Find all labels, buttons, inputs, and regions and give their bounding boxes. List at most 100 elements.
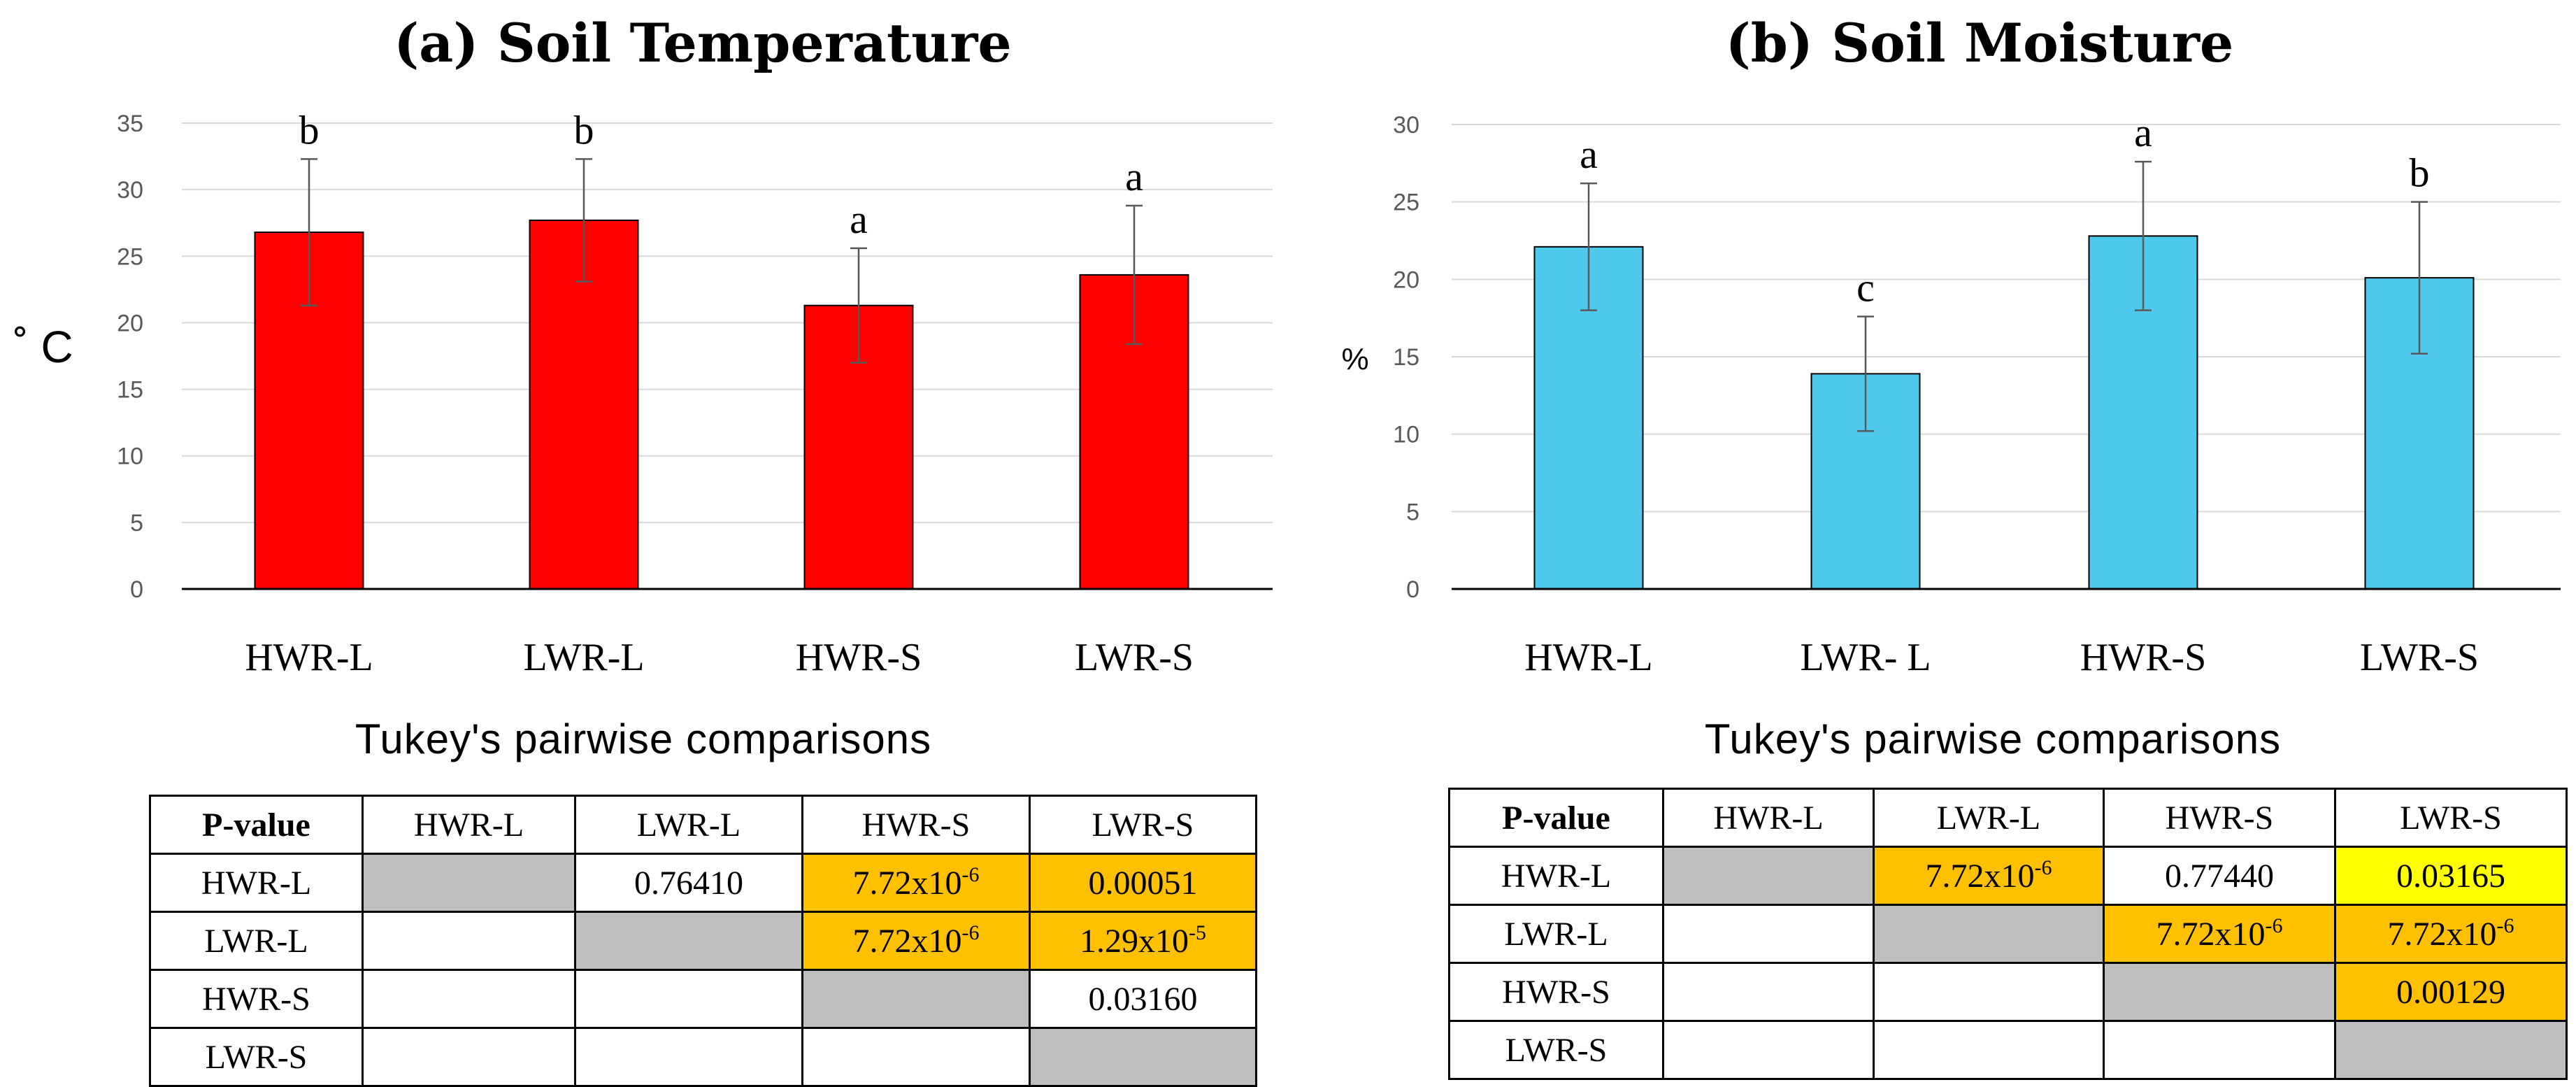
x-tick-label: LWR- L bbox=[1800, 636, 1931, 679]
diagonal-cell bbox=[362, 853, 576, 913]
diagonal-cell bbox=[2103, 962, 2336, 1022]
significance-letters: b b a a bbox=[299, 107, 1143, 241]
x-axis-categories: HWR-L LWR- L HWR-S LWR-S bbox=[1524, 636, 2479, 679]
p-value-cell: 0.03160 bbox=[1029, 969, 1257, 1029]
x-tick-label: HWR-S bbox=[2080, 636, 2206, 679]
p-value-cell: 0.00129 bbox=[2334, 962, 2568, 1022]
tukey-title-b: Tukey's pairwise comparisons bbox=[1704, 716, 2282, 762]
table-row: HWR-L 0.76410 7.72x10-6 0.00051 bbox=[149, 853, 1257, 913]
p-value-cell: 0.76410 bbox=[574, 853, 803, 913]
table-row: LWR-L 7.72x10-6 7.72x10-6 bbox=[1448, 904, 2568, 964]
table-column-header: LWR-S bbox=[2334, 788, 2568, 848]
diagonal-cell bbox=[2334, 1020, 2568, 1080]
tukey-table-b: P-value HWR-L LWR-L HWR-S LWR-S HWR-L 7.72x10… bbox=[1448, 788, 2568, 1080]
table-row: HWR-L 7.72x10-6 0.77440 0.03165 bbox=[1448, 846, 2568, 906]
y-tick-label: 25 bbox=[117, 243, 143, 270]
p-value-cell bbox=[362, 969, 576, 1029]
p-value-cell bbox=[362, 1027, 576, 1087]
error-bar bbox=[1126, 204, 1143, 346]
y-axis-label: ˚ C bbox=[13, 322, 73, 372]
x-tick-label: HWR-S bbox=[796, 636, 922, 679]
table-column-header: HWR-S bbox=[2103, 788, 2336, 848]
significance-letter: a bbox=[2134, 110, 2152, 155]
p-value-cell: 0.00051 bbox=[1029, 853, 1257, 913]
y-tick-label: 15 bbox=[117, 377, 143, 404]
table-header-row: P-value HWR-L LWR-L HWR-S LWR-S bbox=[149, 795, 1257, 855]
table-row: HWR-S 0.03160 bbox=[149, 969, 1257, 1029]
y-axis-ticks: 0 5 10 15 20 25 30 bbox=[1393, 112, 1419, 603]
y-tick-label: 25 bbox=[1393, 190, 1419, 216]
p-value-cell bbox=[1873, 1020, 2105, 1080]
y-axis-ticks: 0 5 10 15 20 25 30 35 bbox=[117, 111, 143, 603]
y-tick-label: 5 bbox=[1406, 499, 1419, 525]
y-tick-label: 30 bbox=[1393, 112, 1419, 138]
p-value-cell: 0.77440 bbox=[2103, 846, 2336, 906]
p-value-cell bbox=[1662, 1020, 1875, 1080]
table-corner-header: P-value bbox=[149, 795, 364, 855]
significance-letter: a bbox=[850, 197, 868, 242]
p-value-cell bbox=[801, 1027, 1031, 1087]
row-label: LWR-S bbox=[149, 1027, 364, 1087]
significance-letter: b bbox=[299, 107, 320, 152]
x-tick-label: HWR-L bbox=[245, 636, 373, 679]
p-value-cell: 0.03165 bbox=[2334, 846, 2568, 906]
table-column-header: LWR-L bbox=[1873, 788, 2105, 848]
row-label: HWR-L bbox=[149, 853, 364, 913]
y-tick-label: 20 bbox=[117, 310, 143, 336]
chart-title: (a) Soil Temperature bbox=[394, 12, 1012, 74]
bars bbox=[1533, 235, 2475, 590]
significance-letter: c bbox=[1856, 264, 1875, 310]
table-column-header: HWR-L bbox=[362, 795, 576, 855]
table-column-header: LWR-S bbox=[1029, 795, 1257, 855]
p-value-cell bbox=[574, 969, 803, 1029]
bars bbox=[254, 219, 1189, 590]
row-label: LWR-S bbox=[1448, 1020, 1664, 1080]
y-tick-label: 10 bbox=[117, 443, 143, 470]
y-tick-label: 20 bbox=[1393, 267, 1419, 293]
significance-letter: b bbox=[2410, 150, 2430, 196]
error-bar bbox=[2411, 201, 2428, 355]
diagonal-cell bbox=[1029, 1027, 1257, 1087]
y-tick-label: 0 bbox=[1406, 576, 1419, 603]
table-column-header: LWR-L bbox=[574, 795, 803, 855]
p-value-cell: 1.29x10-5 bbox=[1029, 911, 1257, 971]
error-bar bbox=[301, 158, 317, 306]
p-value-cell bbox=[1873, 962, 2105, 1022]
significance-letter: a bbox=[1125, 154, 1143, 199]
table-column-header: HWR-L bbox=[1662, 788, 1875, 848]
y-tick-label: 15 bbox=[1393, 344, 1419, 371]
diagonal-cell bbox=[801, 969, 1031, 1029]
table-corner-header: P-value bbox=[1448, 788, 1664, 848]
row-label: HWR-S bbox=[149, 969, 364, 1029]
significance-letter: a bbox=[1580, 132, 1598, 177]
y-tick-label: 30 bbox=[117, 177, 143, 204]
error-bar bbox=[850, 247, 867, 364]
tukey-table-a: P-value HWR-L LWR-L HWR-S LWR-S HWR-L 0.76410… bbox=[149, 795, 1257, 1087]
chart-soil-moisture: (b) Soil Moisture 0 5 10 15 20 25 30 % a c a b HW… bbox=[1341, 12, 2561, 679]
error-bars bbox=[301, 158, 1143, 364]
tukey-title-a: Tukey's pairwise comparisons bbox=[355, 716, 932, 762]
row-label: HWR-L bbox=[1448, 846, 1664, 906]
p-value-cell: 7.72x10-6 bbox=[2103, 904, 2336, 964]
row-label: LWR-L bbox=[1448, 904, 1664, 964]
table-row: HWR-S 0.00129 bbox=[1448, 962, 2568, 1022]
diagonal-cell bbox=[574, 911, 803, 971]
diagonal-cell bbox=[1662, 846, 1875, 906]
p-value-cell: 7.72x10-6 bbox=[801, 853, 1031, 913]
y-tick-label: 35 bbox=[117, 111, 143, 137]
table-row: LWR-S bbox=[1448, 1020, 2568, 1080]
table-column-header: HWR-S bbox=[801, 795, 1031, 855]
table-row: LWR-L 7.72x10-6 1.29x10-5 bbox=[149, 911, 1257, 971]
error-bar bbox=[1857, 315, 1874, 432]
error-bar bbox=[575, 158, 592, 283]
table-row: LWR-S bbox=[149, 1027, 1257, 1087]
y-tick-label: 0 bbox=[130, 576, 143, 603]
x-tick-label: HWR-L bbox=[1524, 636, 1653, 679]
x-tick-label: LWR-L bbox=[523, 636, 644, 679]
error-bars bbox=[1580, 160, 2428, 432]
p-value-cell bbox=[362, 911, 576, 971]
row-label: HWR-S bbox=[1448, 962, 1664, 1022]
row-label: LWR-L bbox=[149, 911, 364, 971]
chart-title: (b) Soil Moisture bbox=[1726, 12, 2234, 74]
